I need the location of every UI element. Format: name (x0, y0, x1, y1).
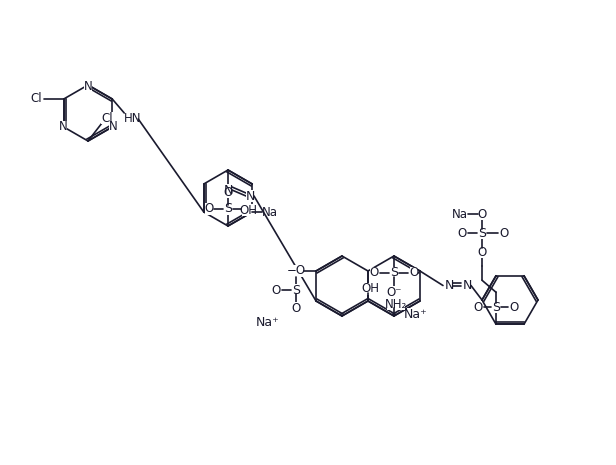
Text: N: N (224, 184, 233, 197)
Text: Cl: Cl (101, 112, 113, 125)
Bar (292, 284, 300, 296)
Text: O⁻: O⁻ (386, 286, 402, 299)
Text: Cl: Cl (30, 93, 41, 106)
Bar (463, 279, 471, 292)
Text: Na: Na (262, 206, 278, 219)
Bar (410, 267, 418, 279)
Bar (370, 267, 378, 279)
Text: S: S (390, 266, 398, 279)
Bar (445, 279, 453, 292)
Bar (224, 184, 232, 196)
Bar (84, 80, 92, 92)
Bar (478, 246, 486, 258)
Bar (292, 302, 300, 314)
Bar (510, 301, 518, 313)
Text: S: S (478, 227, 486, 240)
Text: −O: −O (286, 265, 306, 278)
Bar (500, 227, 508, 239)
Text: Na: Na (452, 208, 468, 221)
Bar (290, 265, 302, 277)
Bar (387, 286, 400, 298)
Bar (224, 203, 232, 215)
Text: N: N (59, 120, 67, 133)
Bar (363, 283, 376, 295)
Text: NH₂: NH₂ (385, 298, 407, 311)
Text: HN: HN (123, 113, 141, 126)
Bar (29, 93, 43, 105)
Bar (126, 113, 139, 125)
Bar (387, 298, 405, 310)
Bar (109, 121, 117, 133)
Text: O: O (457, 227, 467, 240)
Text: S: S (492, 301, 500, 314)
Bar (390, 267, 398, 279)
Text: N: N (109, 120, 118, 133)
Text: O: O (509, 301, 519, 314)
Text: O: O (477, 246, 487, 259)
Text: O: O (224, 186, 233, 199)
Text: O: O (500, 227, 509, 240)
Text: Na⁺: Na⁺ (256, 317, 280, 330)
Bar (474, 301, 482, 313)
Bar (407, 308, 425, 320)
Text: O: O (477, 208, 487, 221)
Text: N: N (84, 80, 92, 93)
Bar (205, 203, 213, 215)
Text: S: S (292, 284, 300, 297)
Text: O: O (272, 284, 281, 297)
Text: O: O (370, 266, 379, 279)
Bar (100, 112, 113, 124)
Text: S: S (224, 202, 232, 215)
Bar (478, 227, 486, 239)
Bar (492, 301, 500, 313)
Bar (478, 208, 486, 220)
Bar (241, 204, 254, 216)
Bar (453, 208, 466, 220)
Text: O: O (473, 301, 482, 314)
Bar (259, 317, 277, 329)
Bar (458, 227, 466, 239)
Text: N: N (245, 190, 254, 202)
Text: N: N (462, 279, 472, 292)
Bar (264, 206, 277, 218)
Text: O: O (205, 202, 214, 215)
Bar (59, 121, 67, 133)
Text: N: N (444, 279, 453, 292)
Bar (246, 190, 254, 202)
Text: OH: OH (239, 204, 257, 217)
Bar (272, 284, 280, 296)
Text: OH: OH (361, 283, 379, 295)
Text: O: O (291, 301, 301, 314)
Text: O: O (410, 266, 419, 279)
Bar (224, 186, 232, 198)
Text: Na⁺: Na⁺ (404, 307, 428, 320)
